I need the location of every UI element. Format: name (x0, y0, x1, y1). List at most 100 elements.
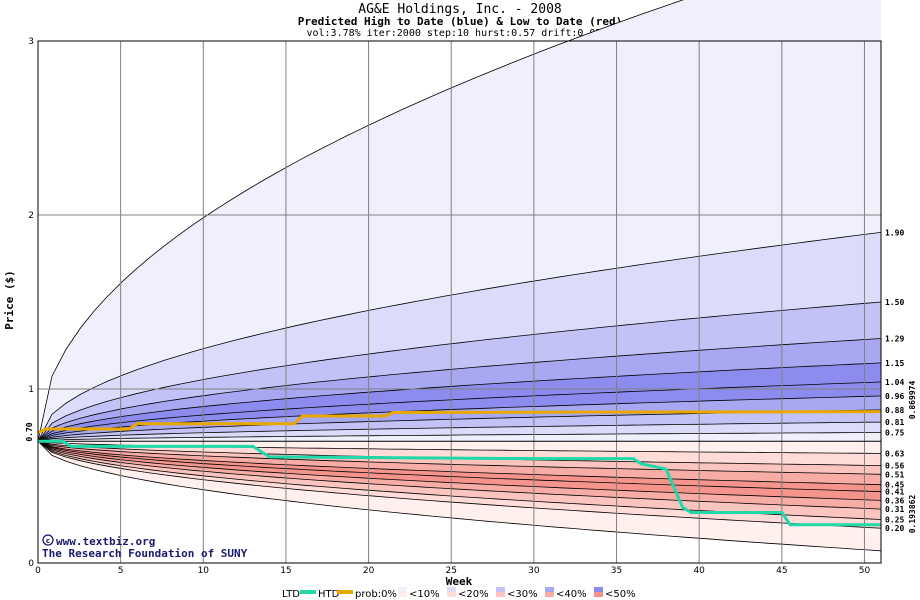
legend-blue-swatch (398, 587, 407, 592)
legend: LTD HTD prob:0% <10% <20% <30% <40% <50% (282, 587, 636, 600)
credit-site: www.textbiz.org (56, 535, 155, 548)
ltd-series-line (38, 439, 881, 527)
low-quantile-line-5 (37, 440, 882, 501)
quantile-value-label: 1.04 (885, 378, 904, 387)
legend-blue-swatch (545, 587, 554, 592)
legend-band-1: <20% (447, 587, 489, 600)
legend-red-swatch (594, 592, 603, 597)
legend-band-0: <10% (398, 587, 440, 600)
credit-org: The Research Foundation of SUNY (42, 547, 248, 560)
copyright-glyph: c (46, 537, 50, 545)
high-quantile-line-1 (37, 232, 882, 442)
x-tick-label: 0 (35, 566, 41, 576)
low-quantile-line-6 (37, 440, 882, 510)
high-band-1 (38, 232, 881, 442)
high-band-2 (38, 302, 881, 442)
ltd-final-value: 0.193862 (908, 495, 917, 534)
x-tick-label: 30 (528, 566, 540, 576)
high-band-8 (38, 422, 881, 442)
low-band-2 (38, 441, 881, 475)
htd-final-value: 0.869974 (908, 381, 917, 420)
quantile-value-label: 0.41 (885, 488, 904, 497)
x-axis-ticks: 0 5 10 15 20 25 30 35 40 45 50 (35, 566, 870, 576)
low-band-5 (38, 441, 881, 501)
quantile-value-label: 0.36 (885, 496, 904, 505)
legend-band-label: <10% (409, 589, 440, 600)
credits: c www.textbiz.org The Research Foundatio… (42, 534, 248, 560)
quantile-value-label: 1.90 (885, 228, 904, 237)
high-band-0 (38, 0, 881, 442)
x-tick-label: 45 (776, 566, 787, 576)
quantile-value-label: 0.31 (885, 505, 904, 514)
legend-blue-swatch (496, 587, 505, 592)
x-tick-label: 35 (611, 566, 622, 576)
quantile-value-label: 1.29 (885, 335, 904, 344)
copyright-icon (42, 534, 54, 546)
low-quantile-line-4 (37, 440, 882, 493)
y-tick-label: 1 (28, 385, 34, 395)
low-band-9 (38, 441, 881, 551)
quantile-value-labels: 1.90 1.50 1.29 1.15 1.04 0.96 0.88 0.81 0.75 0.63… (885, 228, 904, 533)
low-quantile-line-3 (37, 440, 882, 486)
legend-red-swatch (545, 592, 554, 597)
legend-blue-swatch (447, 587, 456, 592)
high-band-5 (38, 382, 881, 442)
legend-band-4: <50% (594, 587, 636, 600)
low-band-7 (38, 441, 881, 520)
quantile-value-label: 0.88 (885, 406, 904, 415)
low-band-8 (38, 441, 881, 529)
quantile-value-label: 0.56 (885, 462, 904, 471)
plot-area (37, 0, 882, 564)
legend-red-swatch (447, 592, 456, 597)
legend-band-label: <20% (458, 589, 489, 600)
legend-ltd-swatch (300, 590, 316, 594)
legend-blue-swatch (594, 587, 603, 592)
high-quantile-line-4 (37, 362, 882, 442)
legend-band-label: <30% (507, 589, 538, 600)
y-tick-label: 0 (28, 559, 34, 569)
legend-band-label: <40% (556, 589, 587, 600)
high-quantile-line-3 (37, 338, 882, 442)
quantile-value-label: 0.75 (885, 429, 904, 438)
legend-htd-label: HTD (318, 589, 340, 600)
legend-red-swatch (496, 592, 505, 597)
x-tick-label: 15 (280, 566, 291, 576)
high-quantile-line-5 (37, 381, 882, 442)
simulation-params: vol:3.78% iter:2000 step:10 hurst:0.57 d… (306, 28, 613, 39)
high-quantile-line-9 (37, 432, 882, 442)
high-band-3 (38, 338, 881, 442)
low-band-6 (38, 441, 881, 510)
low-band-0 (38, 441, 881, 454)
y-axis-ticks: 0 1 2 3 (28, 37, 34, 569)
quantile-value-label: 0.45 (885, 481, 904, 490)
chart-subtitle: Predicted High to Date (blue) & Low to D… (298, 15, 623, 28)
legend-band-swatches: <10% <20% <30% <40% <50% (398, 587, 636, 600)
low-quantile-line-8 (37, 440, 882, 529)
x-tick-label: 10 (198, 566, 210, 576)
legend-band-3: <40% (545, 587, 587, 600)
legend-ltd-label: LTD (282, 589, 300, 600)
high-band-6 (38, 396, 881, 442)
quantile-value-label: 0.63 (885, 449, 904, 458)
quantile-value-label: 0.81 (885, 418, 904, 427)
probability-bands (38, 0, 881, 551)
legend-band-2: <30% (496, 587, 538, 600)
htd-series-line (37, 410, 882, 434)
quantile-value-label: 0.51 (885, 470, 904, 479)
y-tick-label: 3 (28, 37, 34, 47)
quantile-value-label: 0.20 (885, 524, 904, 533)
legend-htd-swatch (337, 590, 353, 594)
chart-title: AG&E Holdings, Inc. - 2008 (358, 2, 562, 17)
legend-red-swatch (398, 592, 407, 597)
y-tick-label: 2 (28, 211, 34, 221)
low-quantile-line-9 (37, 440, 882, 552)
x-tick-label: 40 (693, 566, 705, 576)
x-tick-label: 50 (859, 566, 871, 576)
quantile-value-label: 0.96 (885, 392, 904, 401)
quantile-value-label: 0.25 (885, 516, 904, 525)
x-tick-label: 5 (118, 566, 124, 576)
high-band-4 (38, 362, 881, 442)
x-tick-label: 25 (446, 566, 457, 576)
legend-band-label: <50% (605, 589, 636, 600)
low-quantile-line-2 (37, 440, 882, 475)
